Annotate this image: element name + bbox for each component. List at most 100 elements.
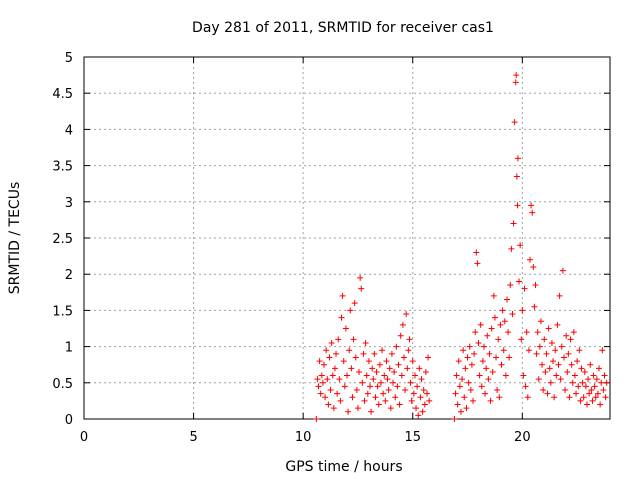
data-point — [327, 387, 334, 394]
data-point — [396, 401, 403, 408]
data-point — [535, 376, 542, 383]
data-point — [371, 350, 378, 357]
data-point — [500, 347, 507, 354]
x-axis-label: GPS time / hours — [285, 459, 402, 475]
data-point — [397, 332, 404, 339]
data-point — [465, 379, 472, 386]
data-point — [407, 379, 414, 386]
data-point — [585, 376, 592, 383]
data-point — [528, 202, 535, 209]
data-point — [330, 405, 337, 412]
data-point — [362, 339, 369, 346]
data-point — [552, 347, 559, 354]
data-point — [505, 329, 512, 336]
plot-frame — [83, 56, 611, 420]
data-point — [600, 387, 607, 394]
data-point — [557, 376, 564, 383]
data-point — [358, 285, 365, 292]
data-point — [346, 347, 353, 354]
data-point — [381, 372, 388, 379]
data-point — [480, 343, 487, 350]
data-point — [554, 321, 561, 328]
data-point — [471, 350, 478, 357]
data-point — [370, 376, 377, 383]
data-point — [466, 343, 473, 350]
y-tick-label: 4.5 — [52, 87, 73, 102]
data-point — [455, 358, 462, 365]
data-point — [579, 379, 586, 386]
data-point — [509, 311, 516, 318]
data-point — [416, 365, 423, 372]
data-point — [319, 379, 326, 386]
y-tick-label: 3 — [65, 196, 73, 211]
data-point — [496, 394, 503, 401]
data-point — [476, 372, 483, 379]
data-point — [399, 321, 406, 328]
data-point — [384, 376, 391, 383]
data-point — [385, 387, 392, 394]
y-tick-label: 4 — [65, 123, 73, 138]
data-point — [521, 285, 528, 292]
data-point — [532, 282, 539, 289]
data-point — [406, 336, 413, 343]
data-point — [513, 72, 520, 79]
data-point — [387, 405, 394, 412]
data-point — [409, 358, 416, 365]
data-point — [377, 379, 384, 386]
data-point — [558, 343, 565, 350]
data-point — [328, 339, 335, 346]
data-point — [403, 311, 410, 318]
data-point — [408, 397, 415, 404]
data-point — [477, 321, 484, 328]
data-point — [597, 401, 604, 408]
data-point — [487, 397, 494, 404]
data-point — [519, 307, 526, 314]
data-point — [356, 368, 363, 375]
data-point — [479, 358, 486, 365]
x-tick-label: 15 — [404, 430, 421, 445]
data-point — [545, 325, 552, 332]
data-point — [478, 383, 485, 390]
data-point — [568, 361, 575, 368]
data-point — [453, 372, 460, 379]
y-tick-label: 5 — [65, 51, 73, 66]
data-point — [598, 379, 605, 386]
data-point — [541, 336, 548, 343]
data-point — [351, 300, 358, 307]
data-point — [369, 365, 376, 372]
data-point — [467, 387, 474, 394]
y-tick-label: 2 — [65, 268, 73, 283]
data-point — [410, 390, 417, 397]
data-point — [531, 303, 538, 310]
data-point — [470, 397, 477, 404]
data-point — [583, 401, 590, 408]
data-point — [457, 408, 464, 415]
data-point — [468, 361, 475, 368]
data-point — [323, 347, 330, 354]
data-point — [582, 383, 589, 390]
data-point — [451, 416, 458, 422]
data-point — [365, 358, 372, 365]
data-point — [313, 416, 320, 422]
data-point — [482, 390, 489, 397]
data-point — [336, 376, 343, 383]
data-point — [530, 263, 537, 270]
data-point — [335, 336, 342, 343]
data-point — [596, 365, 603, 372]
data-point — [525, 347, 532, 354]
data-point — [501, 318, 508, 325]
data-point — [400, 354, 407, 361]
data-point — [533, 350, 540, 357]
data-point — [314, 376, 321, 383]
data-point — [510, 220, 517, 227]
data-point — [379, 347, 386, 354]
data-point — [560, 354, 567, 361]
data-point — [529, 209, 536, 216]
data-point — [472, 329, 479, 336]
data-point — [553, 372, 560, 379]
data-point — [587, 361, 594, 368]
y-axis: 0 0.5 1 1.5 2 2.5 3 3.5 4 4.5 5 — [52, 51, 610, 428]
data-point — [547, 379, 554, 386]
data-point — [320, 361, 327, 368]
